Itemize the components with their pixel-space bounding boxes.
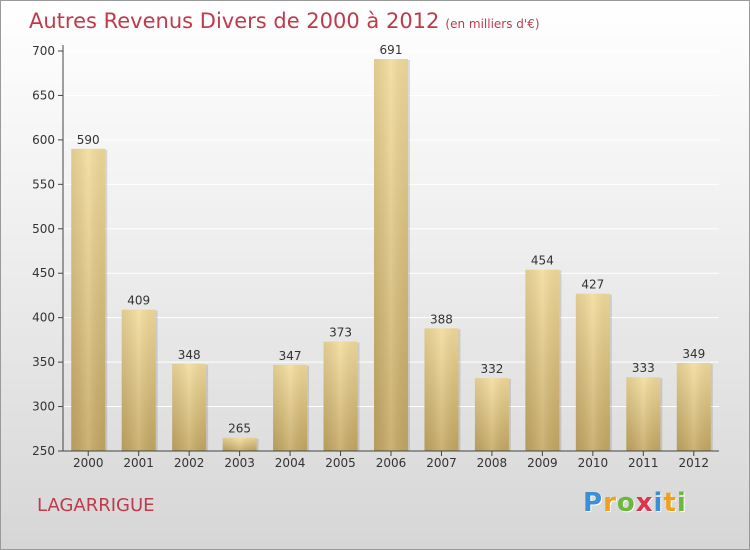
data-label: 691 [380,43,403,57]
bar-sheen [474,378,509,451]
chart-subtitle: (en milliers d'€) [445,17,540,31]
bar-sheen [222,437,257,451]
data-label: 332 [480,362,503,376]
x-tick-label: 2009 [527,456,558,470]
x-tick-label: 2011 [628,456,659,470]
bar-sheen [575,293,610,451]
commune-name: LAGARRIGUE [37,495,155,516]
data-label: 347 [279,349,302,363]
data-label: 333 [632,361,655,375]
y-tick-label: 250 [32,444,55,458]
chart-title-text: Autres Revenus Divers de 2000 à 2012 [29,9,440,33]
x-tick-label: 2012 [678,456,709,470]
y-tick-label: 600 [32,133,55,147]
logo-letter: r [603,488,617,518]
x-tick-label: 2005 [325,456,356,470]
data-label: 454 [531,254,554,268]
bar-sheen [273,364,308,451]
x-tick-label: 2006 [376,456,407,470]
x-tick-label: 2010 [578,456,609,470]
data-label: 590 [77,133,100,147]
data-label: 427 [581,278,604,292]
logo-letter: t [663,488,677,518]
logo-letter: i [653,488,664,518]
x-tick-label: 2004 [275,456,306,470]
y-tick-label: 400 [32,311,55,325]
bar-sheen [71,148,106,451]
data-label: 409 [127,294,150,308]
bar-sheen [676,363,711,451]
x-tick-label: 2007 [426,456,457,470]
bar-sheen [424,328,459,451]
bar-sheen [323,341,358,451]
logo-letter: o [616,488,636,518]
bar-sheen [525,269,560,451]
bar-sheen [374,59,408,451]
bar-sheen [121,309,156,451]
y-tick-label: 350 [32,355,55,369]
bar-sheen [172,363,207,451]
data-label: 349 [682,347,705,361]
bar-sheen [626,377,661,451]
y-tick-label: 500 [32,222,55,236]
y-tick-label: 650 [32,88,55,102]
x-tick-label: 2002 [174,456,205,470]
y-tick-label: 700 [32,44,55,58]
x-tick-label: 2001 [123,456,154,470]
data-label: 265 [228,422,251,436]
data-label: 373 [329,326,352,340]
data-label: 348 [178,348,201,362]
x-tick-label: 2000 [73,456,104,470]
y-tick-label: 550 [32,177,55,191]
chart-title: Autres Revenus Divers de 2000 à 2012 (en … [29,9,540,33]
logo-letter: P [583,488,604,518]
logo-letter: x [635,488,654,518]
logo-letter: i [676,488,687,518]
data-label: 388 [430,312,453,326]
y-tick-label: 450 [32,266,55,280]
proxiti-logo: Proxiti [583,488,687,518]
x-tick-label: 2008 [477,456,508,470]
x-tick-label: 2003 [224,456,255,470]
y-tick-label: 300 [32,400,55,414]
